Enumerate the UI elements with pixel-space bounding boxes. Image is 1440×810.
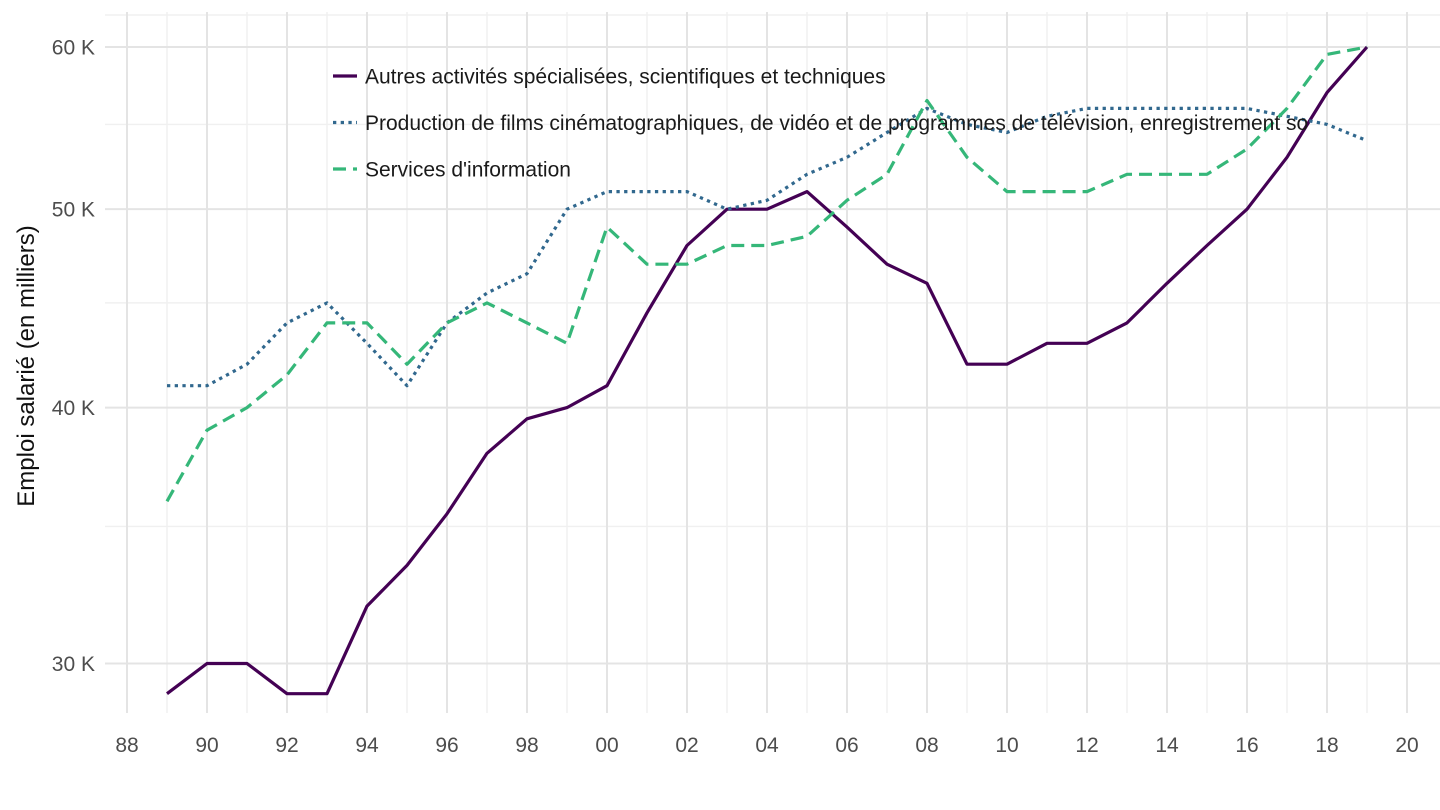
y-axis-title: Emploi salarié (en milliers)	[13, 225, 40, 507]
y-tick-label: 40 K	[52, 397, 95, 420]
legend-label: Production de films cinématographiques, …	[365, 112, 1308, 135]
x-tick-label: 08	[915, 734, 938, 757]
x-tick-label: 14	[1155, 734, 1179, 757]
series-line-0	[166, 45, 1369, 696]
x-tick-label: 12	[1075, 734, 1098, 757]
y-axis-tick-labels: 60 K 50 K 40 K 30 K	[52, 37, 95, 677]
legend-label: Services d'information	[365, 159, 571, 182]
x-tick-label: 88	[115, 734, 138, 757]
x-tick-label: 98	[515, 734, 538, 757]
legend: Autres activités spécialisées, scientifi…	[333, 66, 1308, 182]
series-line-1	[167, 106, 1368, 388]
x-tick-label: 20	[1395, 734, 1418, 757]
x-tick-label: 00	[595, 734, 618, 757]
x-tick-label: 04	[755, 734, 779, 757]
x-axis-tick-labels: 88 90 92 94 96 98 00 02 04 06 08 10 12 14 16 18 20	[115, 734, 1418, 757]
y-tick-label: 30 K	[52, 653, 95, 676]
x-tick-label: 94	[355, 734, 379, 757]
x-tick-label: 18	[1315, 734, 1338, 757]
x-tick-label: 06	[835, 734, 858, 757]
x-tick-label: 96	[435, 734, 458, 757]
gridlines-minor	[105, 12, 1440, 713]
legend-label: Autres activités spécialisées, scientifi…	[365, 66, 886, 89]
x-tick-label: 92	[275, 734, 298, 757]
series-lines	[165, 45, 1369, 696]
x-tick-label: 10	[995, 734, 1018, 757]
x-tick-label: 90	[195, 734, 218, 757]
series-line-2	[165, 45, 1368, 503]
y-tick-label: 60 K	[52, 37, 95, 60]
gridlines-major	[105, 12, 1440, 713]
x-tick-label: 16	[1235, 734, 1258, 757]
x-tick-label: 02	[675, 734, 698, 757]
y-tick-label: 50 K	[52, 199, 95, 222]
